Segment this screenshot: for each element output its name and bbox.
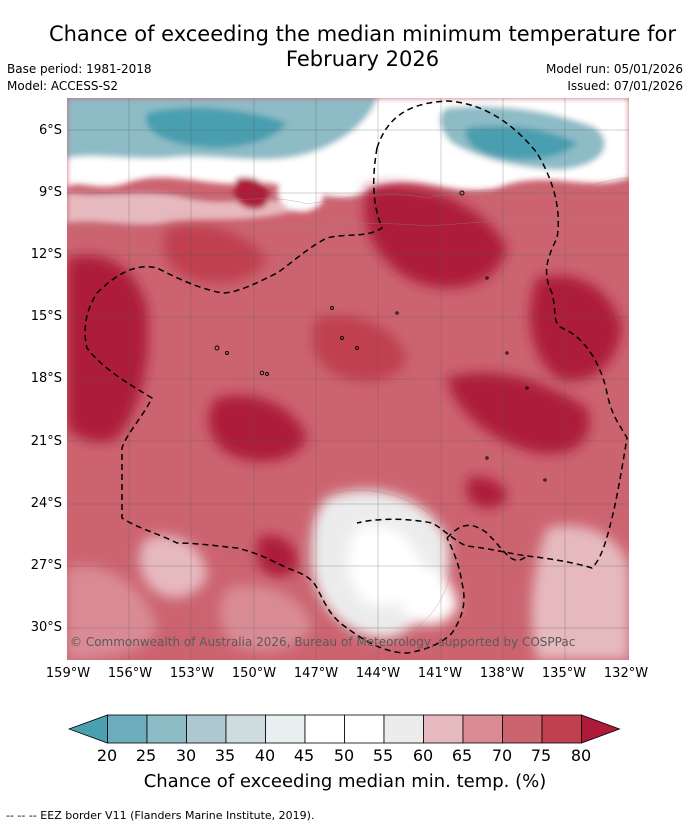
pale-patch-sw	[139, 535, 207, 598]
model-run: Model run: 05/01/2026	[545, 62, 683, 76]
red-core-central	[208, 395, 307, 462]
lon-tick-144w: 144°W	[355, 666, 401, 681]
cb-label-45: 45	[293, 746, 315, 765]
white-patch-ne	[577, 108, 629, 148]
pink-patch-sw	[67, 566, 157, 660]
lon-tick-135w: 135°W	[541, 666, 587, 681]
lon-tick-141w: 141°W	[417, 666, 463, 681]
lat-tick-6s: 6°S	[38, 123, 62, 138]
colorbar-swatch	[502, 714, 543, 744]
map-area[interactable]	[67, 98, 629, 660]
cb-label-20: 20	[96, 746, 118, 765]
island-3	[259, 370, 265, 376]
lat-tick-21s: 21°S	[30, 434, 62, 449]
red-patch-nw	[163, 224, 267, 283]
title-line-1: Chance of exceeding the median minimum t…	[48, 22, 677, 46]
teal-core-east	[465, 126, 577, 160]
island-9	[459, 190, 465, 196]
lat-tick-24s: 24°S	[30, 496, 62, 511]
colorbar-title: Chance of exceeding median min. temp. (%…	[143, 771, 547, 792]
colorbar-swatch	[383, 714, 424, 744]
colorbar-swatch	[423, 714, 464, 744]
white-patch-north	[277, 171, 323, 212]
pale-band-north	[67, 193, 307, 225]
island-11	[505, 351, 509, 355]
red-core-southeast	[447, 372, 590, 454]
island-14	[543, 478, 547, 482]
colorbar-swatch	[344, 714, 385, 744]
base-period: Base period: 1981-2018	[7, 62, 152, 76]
cb-label-50: 50	[333, 746, 355, 765]
lat-tick-15s: 15°S	[30, 309, 62, 324]
lon-tick-147w: 147°W	[293, 666, 339, 681]
colorbar-swatch	[146, 714, 187, 744]
cb-label-80: 80	[570, 746, 592, 765]
colorbar-extend-high	[581, 714, 621, 744]
cb-label-30: 30	[175, 746, 197, 765]
model-name: Model: ACCESS-S2	[7, 79, 119, 93]
lon-tick-138w: 138°W	[479, 666, 525, 681]
red-patch-center	[312, 315, 407, 382]
cb-label-60: 60	[412, 746, 434, 765]
island-4	[265, 372, 269, 376]
copyright-notice: © Commonwealth of Australia 2026, Bureau…	[70, 635, 576, 649]
island-5	[330, 306, 334, 310]
probability-map	[67, 98, 629, 660]
cb-label-75: 75	[530, 746, 552, 765]
lat-tick-27s: 27°S	[30, 558, 62, 573]
cb-label-65: 65	[451, 746, 473, 765]
cb-label-55: 55	[372, 746, 394, 765]
colorbar-swatch	[225, 714, 266, 744]
colorbar-swatch	[541, 714, 582, 744]
colorbar-swatch	[107, 714, 148, 744]
islands	[214, 190, 547, 482]
pale-region-se	[531, 525, 629, 660]
colorbar-swatch	[265, 714, 306, 744]
island-8	[395, 311, 399, 315]
island-2	[225, 351, 229, 355]
lat-tick-18s: 18°S	[30, 371, 62, 386]
island-12	[525, 386, 529, 390]
island-10	[485, 276, 489, 280]
eez-borders	[84, 100, 628, 654]
red-spot-south	[257, 535, 298, 577]
lon-tick-159w: 159°W	[45, 666, 91, 681]
eez-legend: -- -- -- EEZ border V11 (Flanders Marine…	[6, 809, 315, 822]
cb-label-35: 35	[214, 746, 236, 765]
colorbar-extend-low	[68, 714, 108, 744]
island-6	[340, 336, 344, 340]
colorbar-swatch	[186, 714, 227, 744]
colorbar-swatches	[68, 714, 621, 744]
pink-patch-south	[220, 585, 312, 652]
colorbar-swatch	[304, 714, 345, 744]
cb-label-70: 70	[491, 746, 513, 765]
lon-tick-153w: 153°W	[169, 666, 215, 681]
title-line-2: February 2026	[285, 47, 440, 71]
cb-label-25: 25	[135, 746, 157, 765]
red-core-west	[67, 255, 149, 443]
map-title: Chance of exceeding the median minimum t…	[40, 22, 685, 72]
island-1	[214, 345, 220, 351]
island-13	[485, 456, 489, 460]
graticule	[67, 98, 629, 660]
lon-tick-150w: 150°W	[231, 666, 277, 681]
colorbar-swatch	[462, 714, 503, 744]
lat-tick-9s: 9°S	[38, 185, 62, 200]
red-core-central-north	[364, 186, 507, 288]
cb-label-40: 40	[254, 746, 276, 765]
white-region-south-2	[397, 565, 457, 625]
colorbar	[68, 714, 621, 744]
teal-core-west	[146, 107, 287, 148]
lat-tick-30s: 30°S	[30, 620, 62, 635]
lon-tick-132w: 132°W	[603, 666, 649, 681]
lat-tick-12s: 12°S	[30, 247, 62, 262]
red-spot-east	[467, 476, 507, 509]
issued-date: Issued: 07/01/2026	[567, 79, 683, 93]
lon-tick-156w: 156°W	[107, 666, 153, 681]
island-7	[355, 346, 359, 350]
